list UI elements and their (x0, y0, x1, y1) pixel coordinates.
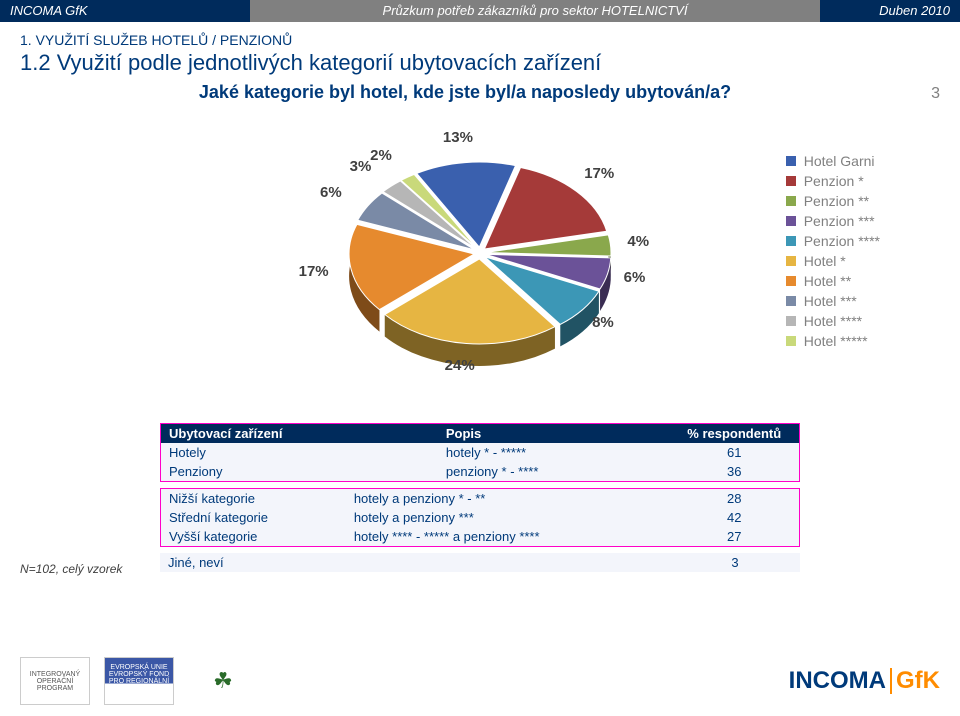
brand-incoma: INCOMA (789, 667, 886, 695)
legend-label: Hotel Garni (804, 153, 875, 169)
section-label: 1. VYUŽITÍ SLUŽEB HOTELŮ / PENZIONŮ (20, 32, 940, 48)
summary-table-1: Ubytovací zařízeníPopis% respondentůHote… (160, 423, 800, 482)
tables-block: Ubytovací zařízeníPopis% respondentůHote… (160, 423, 800, 572)
table-cell: 36 (670, 462, 800, 482)
legend-swatch-icon (786, 236, 796, 246)
summary-table-3: Jiné, neví 3 (160, 553, 800, 572)
table-cell: Penziony (161, 462, 438, 482)
legend-swatch-icon (786, 336, 796, 346)
table-row: Jiné, neví 3 (160, 553, 800, 572)
table-cell: Vyšší kategorie (161, 527, 346, 547)
table-cell: hotely **** - ***** a penziony **** (346, 527, 670, 547)
pie-pct-label: 2% (370, 147, 392, 164)
main-content: 1. VYUŽITÍ SLUŽEB HOTELŮ / PENZIONŮ 1.2 … (0, 22, 960, 572)
legend-item: Penzion ** (786, 193, 880, 209)
table-cell: Hotely (161, 443, 438, 462)
pie-pct-label: 24% (445, 357, 475, 374)
table-cell: Nižší kategorie (161, 489, 346, 509)
question-text: Jaké kategorie byl hotel, kde jste byl/a… (20, 82, 910, 103)
legend-label: Hotel * (804, 253, 846, 269)
logo-eu: EVROPSKÁ UNIE EVROPSKÝ FOND PRO REGIONÁL… (104, 657, 174, 705)
top-bar: INCOMA GfK Průzkum potřeb zákazníků pro … (0, 0, 960, 22)
table-header: Popis (438, 424, 670, 444)
legend-label: Penzion **** (804, 233, 880, 249)
footer-brand: INCOMA GfK (789, 667, 940, 695)
table-cell: 61 (670, 443, 800, 462)
table-cell: Jiné, neví (160, 553, 577, 572)
question-row: Jaké kategorie byl hotel, kde jste byl/a… (20, 82, 940, 103)
table-cell: Střední kategorie (161, 508, 346, 527)
legend-label: Hotel ***** (804, 333, 868, 349)
table-cell: hotely * - ***** (438, 443, 670, 462)
legend-item: Penzion **** (786, 233, 880, 249)
pie-pct-label: 6% (320, 184, 342, 201)
table-cell: hotely a penziony *** (346, 508, 670, 527)
table-cell: penziony * - **** (438, 462, 670, 482)
legend-item: Hotel ** (786, 273, 880, 289)
legend-label: Hotel *** (804, 293, 857, 309)
chart-area: 13% 17% 4% 6% 8% 24% 17% 6% 3%2% Hotel Garni Penz… (20, 113, 940, 413)
legend-label: Hotel **** (804, 313, 862, 329)
legend-swatch-icon (786, 196, 796, 206)
legend-item: Penzion *** (786, 213, 880, 229)
legend-swatch-icon (786, 216, 796, 226)
legend-item: Hotel Garni (786, 153, 880, 169)
pie-pct-label: 8% (592, 314, 614, 331)
footer-logos: INTEGROVANÝ OPERAČNÍ PROGRAM EVROPSKÁ UN… (20, 657, 258, 705)
table-cell: 28 (670, 489, 800, 509)
table-row: Nižší kategoriehotely a penziony * - **2… (161, 489, 800, 509)
legend-label: Penzion ** (804, 193, 869, 209)
survey-title: Průzkum potřeb zákazníků pro sektor HOTE… (250, 0, 820, 22)
page-number: 3 (910, 85, 940, 103)
legend-item: Penzion * (786, 173, 880, 189)
table-row: Penzionypenziony * - ****36 (161, 462, 800, 482)
sample-note: N=102, celý vzorek (20, 562, 122, 576)
pie-pct-label: 6% (624, 269, 646, 286)
table-cell (577, 553, 670, 572)
table-row: Vyšší kategoriehotely **** - ***** a pen… (161, 527, 800, 547)
brand-separator-icon (890, 668, 892, 694)
legend-swatch-icon (786, 276, 796, 286)
legend-item: Hotel * (786, 253, 880, 269)
summary-table-2: Nižší kategoriehotely a penziony * - **2… (160, 488, 800, 547)
legend-swatch-icon (786, 256, 796, 266)
logo-ministry-icon: ☘ (188, 657, 258, 705)
legend-swatch-icon (786, 296, 796, 306)
legend-swatch-icon (786, 316, 796, 326)
pie-pct-label: 4% (627, 233, 649, 250)
footer: INTEGROVANÝ OPERAČNÍ PROGRAM EVROPSKÁ UN… (0, 646, 960, 716)
pie-pct-label: 3% (350, 158, 372, 175)
pie-pct-label: 17% (584, 165, 614, 182)
chart-legend: Hotel Garni Penzion * Penzion ** Penzion **… (786, 153, 880, 353)
table-header: % respondentů (670, 424, 800, 444)
legend-label: Hotel ** (804, 273, 851, 289)
legend-item: Hotel **** (786, 313, 880, 329)
legend-label: Penzion *** (804, 213, 875, 229)
legend-swatch-icon (786, 176, 796, 186)
brand-gfk: GfK (896, 667, 940, 695)
logo-iop: INTEGROVANÝ OPERAČNÍ PROGRAM (20, 657, 90, 705)
pie-chart: 13%17%4%6%8%24%17%6%3%2% (310, 128, 650, 398)
table-cell: hotely a penziony * - ** (346, 489, 670, 509)
pie-pct-label: 13% (443, 129, 473, 146)
legend-item: Hotel *** (786, 293, 880, 309)
page-title: 1.2 Využití podle jednotlivých kategorií… (20, 50, 940, 76)
legend-label: Penzion * (804, 173, 864, 189)
table-cell: 3 (670, 553, 800, 572)
pie-pct-label: 17% (299, 263, 329, 280)
date-label: Duben 2010 (820, 0, 960, 22)
table-row: Střední kategoriehotely a penziony ***42 (161, 508, 800, 527)
legend-swatch-icon (786, 156, 796, 166)
table-cell: 42 (670, 508, 800, 527)
table-row: Hotelyhotely * - *****61 (161, 443, 800, 462)
brand-label: INCOMA GfK (0, 0, 250, 22)
table-header: Ubytovací zařízení (161, 424, 438, 444)
table-cell: 27 (670, 527, 800, 547)
legend-item: Hotel ***** (786, 333, 880, 349)
